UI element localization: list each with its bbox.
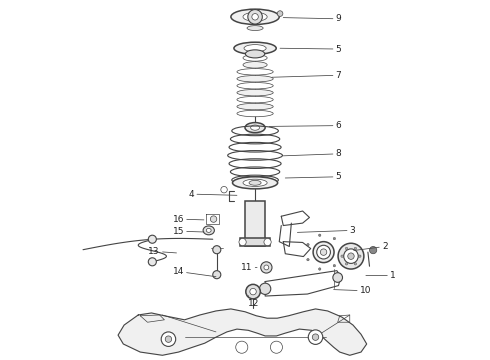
Circle shape xyxy=(165,336,172,342)
Bar xyxy=(240,238,270,247)
Circle shape xyxy=(333,237,336,240)
Text: 3: 3 xyxy=(297,226,356,235)
Circle shape xyxy=(354,263,357,265)
Ellipse shape xyxy=(237,69,273,75)
Ellipse shape xyxy=(203,226,215,235)
Text: 12: 12 xyxy=(248,296,260,308)
Circle shape xyxy=(248,10,262,24)
Circle shape xyxy=(264,265,269,270)
Circle shape xyxy=(246,284,260,299)
Circle shape xyxy=(213,246,221,254)
Text: 15: 15 xyxy=(172,227,204,236)
Ellipse shape xyxy=(237,110,273,117)
Text: 2: 2 xyxy=(354,242,388,251)
Ellipse shape xyxy=(244,45,266,52)
Circle shape xyxy=(148,258,156,266)
Text: 11: 11 xyxy=(241,263,257,272)
Ellipse shape xyxy=(317,245,330,259)
Ellipse shape xyxy=(243,12,267,21)
Circle shape xyxy=(261,262,272,273)
Ellipse shape xyxy=(237,103,273,110)
Ellipse shape xyxy=(237,96,273,103)
Ellipse shape xyxy=(231,9,279,24)
Bar xyxy=(245,201,265,247)
Circle shape xyxy=(318,268,321,270)
Ellipse shape xyxy=(234,42,276,54)
Text: 13: 13 xyxy=(148,247,176,256)
Circle shape xyxy=(221,186,227,193)
Ellipse shape xyxy=(249,180,261,185)
Ellipse shape xyxy=(247,26,263,31)
Circle shape xyxy=(359,255,361,257)
Ellipse shape xyxy=(233,177,278,189)
Circle shape xyxy=(341,255,343,257)
Ellipse shape xyxy=(237,89,273,96)
Text: 7: 7 xyxy=(272,71,342,80)
Circle shape xyxy=(333,273,343,282)
Circle shape xyxy=(236,341,248,353)
Circle shape xyxy=(161,332,176,346)
Circle shape xyxy=(354,247,357,250)
Circle shape xyxy=(345,263,348,265)
Ellipse shape xyxy=(313,242,334,262)
Circle shape xyxy=(338,243,364,269)
Circle shape xyxy=(252,14,258,20)
Circle shape xyxy=(312,334,318,340)
Circle shape xyxy=(348,253,354,259)
Circle shape xyxy=(340,251,342,253)
Ellipse shape xyxy=(206,228,211,233)
Circle shape xyxy=(345,247,348,250)
Text: 10: 10 xyxy=(334,286,371,295)
Ellipse shape xyxy=(251,125,260,130)
Circle shape xyxy=(343,249,358,264)
Text: 16: 16 xyxy=(172,215,204,224)
Circle shape xyxy=(260,283,271,294)
Circle shape xyxy=(307,258,309,261)
Text: 5: 5 xyxy=(285,172,342,181)
Circle shape xyxy=(307,243,309,246)
Text: 5: 5 xyxy=(280,45,342,54)
Ellipse shape xyxy=(243,55,267,61)
Text: 1: 1 xyxy=(366,271,396,280)
Circle shape xyxy=(210,216,217,222)
Ellipse shape xyxy=(243,62,267,68)
Circle shape xyxy=(239,238,246,246)
Circle shape xyxy=(270,341,282,353)
Circle shape xyxy=(250,288,256,295)
Text: 4: 4 xyxy=(189,190,237,199)
Circle shape xyxy=(333,265,336,267)
Ellipse shape xyxy=(245,123,265,132)
Text: 9: 9 xyxy=(283,14,342,23)
Text: 8: 8 xyxy=(283,149,342,158)
Ellipse shape xyxy=(237,82,273,89)
Circle shape xyxy=(318,234,321,237)
Ellipse shape xyxy=(245,50,265,58)
Circle shape xyxy=(148,235,156,243)
Ellipse shape xyxy=(320,249,327,255)
Ellipse shape xyxy=(237,76,273,82)
Circle shape xyxy=(369,247,377,254)
Circle shape xyxy=(277,11,283,17)
Text: 14: 14 xyxy=(172,267,216,277)
Polygon shape xyxy=(118,309,367,355)
Circle shape xyxy=(308,330,323,345)
Text: 6: 6 xyxy=(269,121,342,130)
Circle shape xyxy=(213,271,221,279)
Ellipse shape xyxy=(243,179,267,186)
Circle shape xyxy=(264,238,271,246)
